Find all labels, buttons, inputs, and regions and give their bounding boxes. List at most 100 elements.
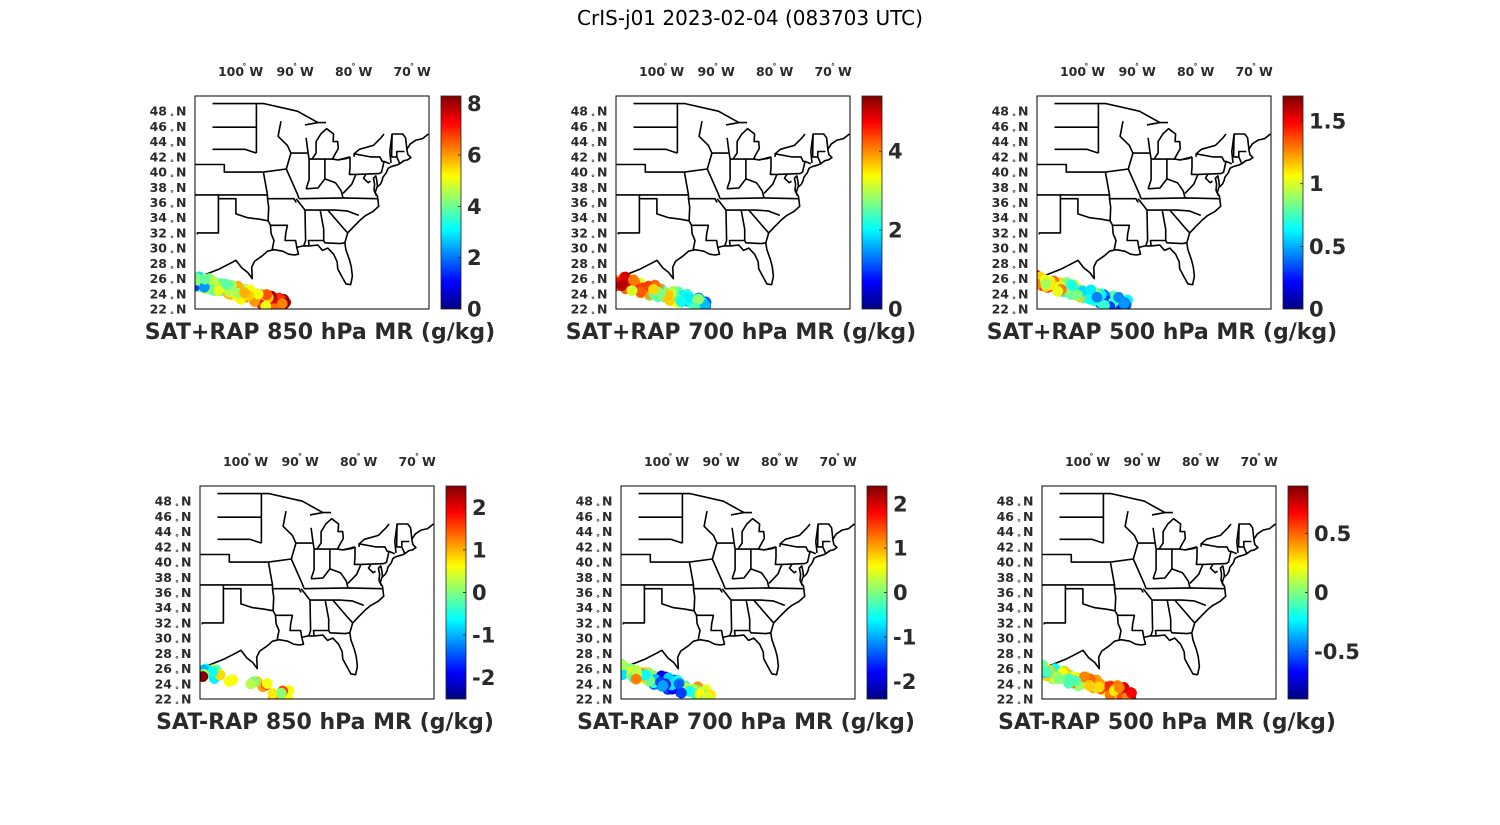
- lon-tick-label: 80: [340, 454, 358, 469]
- lat-hemisphere: N: [1023, 539, 1033, 554]
- lat-hemisphere: N: [602, 600, 612, 615]
- swath-point: [276, 298, 288, 309]
- state-border: [1184, 174, 1199, 194]
- lat-tick-label: 38: [997, 570, 1014, 585]
- lon-tick-label: 100: [644, 454, 670, 469]
- degree-symbol: °: [410, 62, 414, 71]
- swath-point: [261, 678, 273, 689]
- state-border: [1153, 568, 1186, 580]
- state-border: [1114, 587, 1144, 593]
- swath-point: [630, 673, 642, 685]
- lat-hemisphere: N: [597, 180, 607, 195]
- lat-hemisphere: N: [1018, 210, 1028, 225]
- degree-symbol: °: [175, 655, 179, 664]
- state-border: [774, 133, 806, 155]
- degree-symbol: °: [175, 579, 179, 588]
- lon-hemisphere: W: [843, 454, 857, 469]
- state-border: [1146, 121, 1168, 126]
- degree-symbol: °: [1012, 250, 1016, 259]
- lat-hemisphere: N: [597, 210, 607, 225]
- panel-sat-minus-rap-500: 100 ° W 90 ° W 80 ° W 70 ° W 48 ° N 46 ° N 44 ° N 42 ° N 40 ° N 38 °…: [957, 390, 1377, 735]
- lon-hemisphere: W: [1206, 454, 1220, 469]
- swath-point: [1040, 278, 1052, 290]
- state-border: [1037, 163, 1106, 173]
- lat-hemisphere: N: [597, 256, 607, 271]
- degree-symbol: °: [1017, 640, 1021, 649]
- lat-hemisphere: N: [1023, 509, 1033, 524]
- degree-symbol: °: [778, 452, 782, 461]
- degree-symbol: °: [175, 685, 179, 694]
- lat-tick-label: 42: [997, 539, 1014, 554]
- state-border: [683, 171, 690, 196]
- degree-symbol: °: [591, 113, 595, 122]
- lon-hemisphere: W: [1264, 454, 1278, 469]
- state-border: [327, 209, 349, 234]
- lat-tick-label: 26: [150, 271, 168, 286]
- degree-symbol: °: [1194, 62, 1198, 71]
- state-border: [275, 614, 303, 638]
- state-border: [300, 588, 312, 637]
- swath-point: [1126, 687, 1137, 699]
- lat-tick-label: 44: [997, 524, 1015, 539]
- state-border: [821, 540, 831, 547]
- lat-hemisphere: N: [181, 676, 191, 691]
- degree-symbol: °: [591, 250, 595, 259]
- degree-symbol: °: [596, 533, 600, 542]
- state-border: [342, 174, 357, 194]
- lat-tick-label: 40: [992, 165, 1010, 180]
- degree-symbol: °: [591, 219, 595, 228]
- state-border: [814, 523, 819, 553]
- state-border: [720, 197, 799, 200]
- state-border: [1059, 538, 1104, 544]
- lat-hemisphere: N: [1023, 631, 1033, 646]
- degree-symbol: °: [591, 174, 595, 183]
- state-border: [688, 561, 695, 586]
- degree-symbol: °: [175, 518, 179, 527]
- lat-hemisphere: N: [1023, 494, 1033, 509]
- lat-tick-label: 46: [155, 509, 173, 524]
- lat-tick-label: 34: [576, 600, 594, 615]
- lat-tick-label: 34: [571, 210, 589, 225]
- lat-hemisphere: N: [176, 302, 186, 317]
- state-border: [262, 171, 269, 196]
- degree-symbol: °: [591, 143, 595, 152]
- state-border: [616, 163, 685, 173]
- state-border: [758, 185, 765, 199]
- lat-tick-label: 40: [571, 165, 589, 180]
- state-border: [1104, 171, 1111, 196]
- degree-symbol: °: [596, 685, 600, 694]
- lon-hemisphere: W: [1142, 64, 1156, 79]
- state-border: [1169, 209, 1191, 234]
- lat-tick-label: 36: [155, 585, 173, 600]
- swath-point: [702, 691, 713, 699]
- lat-hemisphere: N: [1023, 646, 1033, 661]
- state-border: [290, 558, 305, 589]
- lat-hemisphere: N: [602, 555, 612, 570]
- lat-tick-label: 36: [571, 195, 589, 210]
- degree-symbol: °: [1199, 452, 1203, 461]
- lat-hemisphere: N: [597, 241, 607, 256]
- colorbar-tick-label: -2: [472, 666, 495, 690]
- state-border: [1195, 133, 1227, 155]
- lat-tick-label: 30: [155, 631, 173, 646]
- coastline: [1037, 133, 1271, 286]
- lon-hemisphere: W: [300, 64, 314, 79]
- degree-symbol: °: [1017, 624, 1021, 633]
- lat-tick-label: 28: [997, 646, 1014, 661]
- state-border: [305, 159, 310, 190]
- lon-tick-label: 80: [335, 64, 353, 79]
- degree-symbol: °: [357, 452, 361, 461]
- map-frame: [199, 485, 435, 700]
- swath-point: [1084, 680, 1095, 692]
- state-border: [1132, 558, 1147, 589]
- swath-point: [199, 273, 211, 285]
- lon-hemisphere: W: [364, 454, 378, 469]
- degree-symbol: °: [591, 158, 595, 167]
- state-border: [1054, 102, 1161, 124]
- state-border: [274, 615, 280, 640]
- lat-hemisphere: N: [176, 241, 186, 256]
- state-border: [748, 630, 771, 635]
- lat-tick-label: 48: [992, 104, 1009, 119]
- state-border: [1148, 178, 1181, 190]
- state-border: [311, 127, 340, 160]
